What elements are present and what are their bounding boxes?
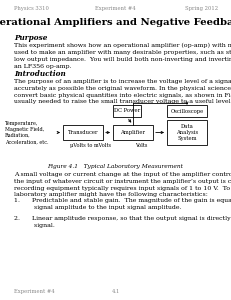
Text: This experiment shows how an operational amplifier (op-amp) with negative feedba: This experiment shows how an operational… (14, 43, 231, 69)
FancyBboxPatch shape (113, 105, 141, 117)
Text: μVolts to mVolts: μVolts to mVolts (70, 143, 112, 148)
FancyBboxPatch shape (167, 105, 207, 117)
Text: 4.1: 4.1 (111, 289, 120, 294)
FancyBboxPatch shape (63, 125, 103, 140)
Text: Volts: Volts (135, 143, 147, 148)
Text: Oscilloscope: Oscilloscope (170, 109, 204, 113)
Text: Amplifier: Amplifier (121, 130, 146, 135)
Text: Physics 3310: Physics 3310 (14, 6, 49, 11)
Text: 1.      Predictable and stable gain.  The magnitude of the gain is equal to the : 1. Predictable and stable gain. The magn… (14, 198, 231, 210)
Text: Experiment #4: Experiment #4 (95, 6, 136, 11)
Text: Temperature,
Magnetic Field,
Radiation,
Acceleration, etc.: Temperature, Magnetic Field, Radiation, … (5, 121, 49, 144)
Text: Figure 4.1   Typical Laboratory Measurement: Figure 4.1 Typical Laboratory Measuremen… (48, 164, 183, 169)
Text: Introduction: Introduction (14, 70, 66, 78)
Text: Operational Amplifiers and Negative Feedback: Operational Amplifiers and Negative Feed… (0, 18, 231, 27)
Text: Data
Analysis
System: Data Analysis System (176, 124, 198, 141)
Text: Transducer: Transducer (68, 130, 98, 135)
Text: DC Power: DC Power (114, 109, 140, 113)
Text: Experiment #4: Experiment #4 (14, 289, 55, 294)
Text: 2.      Linear amplitude response, so that the output signal is directly proport: 2. Linear amplitude response, so that th… (14, 216, 231, 228)
Text: Spring 2012: Spring 2012 (185, 6, 218, 11)
Text: A small voltage or current change at the input of the amplifier controls a much : A small voltage or current change at the… (14, 172, 231, 197)
Text: Purpose: Purpose (14, 34, 47, 42)
FancyBboxPatch shape (113, 125, 153, 140)
Text: The purpose of an amplifier is to increase the voltage level of a signal while p: The purpose of an amplifier is to increa… (14, 79, 231, 104)
FancyBboxPatch shape (167, 120, 207, 145)
